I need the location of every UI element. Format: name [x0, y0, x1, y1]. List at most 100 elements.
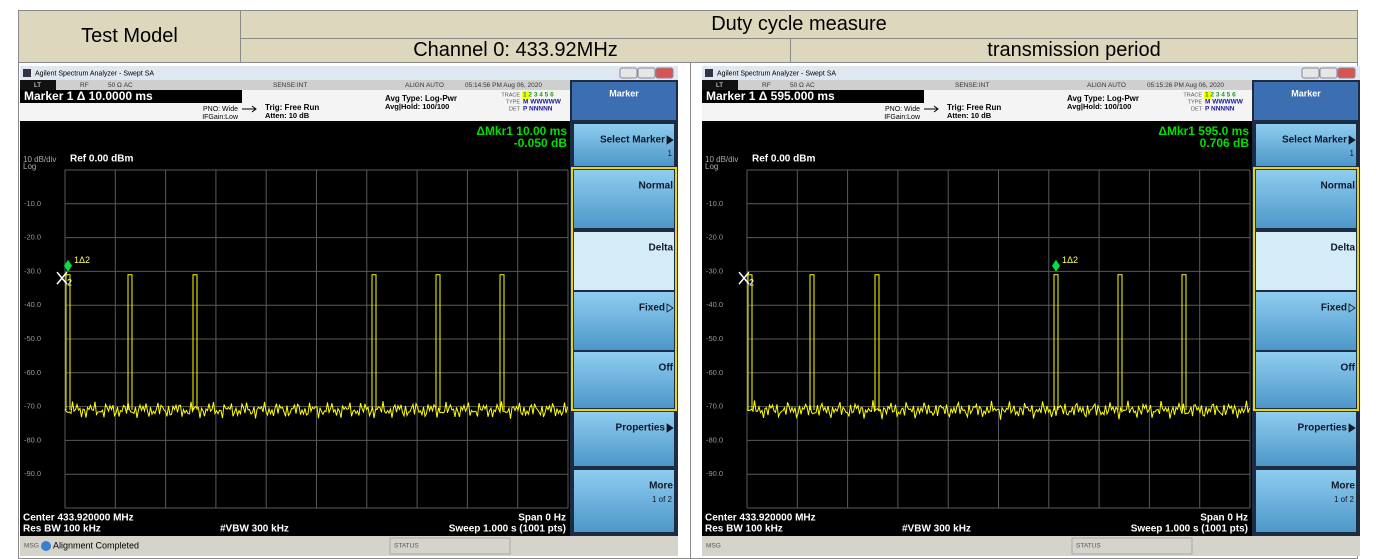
softkey-label: Select Marker [600, 135, 665, 146]
window-title: Agilent Spectrum Analyzer - Swept SA [35, 70, 154, 77]
res-bw: Res BW 100 kHz [23, 524, 101, 535]
softkey-label: More [649, 481, 673, 492]
header-text: Channel 0: 433.92MHz [413, 39, 618, 62]
window-button [1302, 68, 1319, 78]
page: {"header": {"test_model": "Test Model", … [0, 0, 1376, 559]
center-freq: Center 433.920000 MHz [23, 513, 134, 524]
softkey-sublabel: 1 of 2 [652, 495, 673, 504]
softkey [574, 292, 674, 350]
y-axis-label: -50.0 [24, 334, 41, 343]
softkey-label: Off [659, 363, 674, 374]
scale-type: Log [23, 162, 36, 171]
window-title: Agilent Spectrum Analyzer - Swept SA [717, 70, 836, 77]
softkey-label: Fixed [1321, 303, 1347, 314]
status-text: LT [716, 82, 723, 89]
y-axis-label: -80.0 [706, 435, 723, 444]
analyzer-screenshot: Agilent Spectrum Analyzer - Swept SA LT RF… [20, 66, 678, 556]
status-text: RF [80, 82, 89, 89]
sweep: Sweep 1.000 s (1001 pts) [449, 524, 566, 535]
status-text: 05:15:26 PM Aug 06, 2020 [1147, 82, 1224, 89]
y-axis-label: -30.0 [24, 266, 41, 275]
msg-text: Alignment Completed [53, 540, 139, 550]
analyzer-screenshot: Agilent Spectrum Analyzer - Swept SA LT RF… [702, 66, 1360, 556]
ref-level: Ref 0.00 dBm [752, 154, 815, 165]
span: Span 0 Hz [1200, 513, 1248, 524]
softkey-sublabel: 1 [1350, 149, 1355, 158]
trace-label: DET [1191, 106, 1203, 112]
period-cell: transmission period [790, 38, 1358, 63]
status-text: RF [762, 82, 771, 89]
setting-text: Avg|Hold: 100/100 [1067, 102, 1131, 111]
trace-value: 1 2 3 4 5 6 [1205, 92, 1236, 99]
status-text: SENSE:INT [273, 82, 307, 89]
y-axis-label: -60.0 [706, 368, 723, 377]
test-model-cell: Test Model [18, 10, 241, 63]
scale-type: Log [705, 162, 718, 171]
setting-text: PNO: Wide [203, 106, 238, 113]
app-icon [23, 69, 31, 77]
softkey-label: Select Marker [1282, 135, 1347, 146]
softkey [1256, 170, 1356, 228]
marker-label: 2 [67, 278, 72, 288]
delta-marker-value: 0.706 dB [1200, 136, 1250, 150]
softkey [574, 352, 674, 408]
status-label: STATUS [394, 543, 419, 550]
window-button [1320, 68, 1337, 78]
header-text: transmission period [987, 39, 1160, 62]
trace-value: M WWWWW [1205, 99, 1244, 106]
softkey [574, 412, 674, 466]
trace-label: TRACE [1183, 92, 1202, 98]
y-axis-label: -80.0 [24, 435, 41, 444]
y-axis-label: -40.0 [706, 300, 723, 309]
delta-marker-value: -0.050 dB [514, 136, 568, 150]
span: Span 0 Hz [518, 513, 566, 524]
y-axis-label: -10.0 [706, 199, 723, 208]
ref-level: Ref 0.00 dBm [70, 154, 133, 165]
status-text: 50 Ω AC [108, 82, 133, 89]
softkey-label: Off [1341, 363, 1356, 374]
header-text: Duty cycle measure [711, 13, 887, 36]
y-axis-label: -50.0 [706, 334, 723, 343]
marker-label: 1Δ2 [74, 255, 90, 265]
status-text: 05:14:56 PM Aug 06, 2020 [465, 82, 542, 89]
message-bar [702, 536, 1360, 556]
y-axis-label: -20.0 [706, 233, 723, 242]
y-axis-label: -30.0 [706, 266, 723, 275]
y-axis-label: -10.0 [24, 199, 41, 208]
trace-value: 1 2 3 4 5 6 [523, 92, 554, 99]
trace-value: P NNNNN [1205, 106, 1235, 113]
trace-label: TYPE [1188, 99, 1203, 105]
sweep: Sweep 1.000 s (1001 pts) [1131, 524, 1248, 535]
softkey-label: Properties [1298, 423, 1348, 434]
softkey-label: Delta [1331, 243, 1356, 254]
status-text: LT [34, 82, 41, 89]
y-axis-label: -90.0 [706, 469, 723, 478]
msg-label: MSG [706, 543, 721, 550]
setting-text: IFGain:Low [202, 114, 239, 121]
trace-value: P NNNNN [523, 106, 553, 113]
softkey-label: Fixed [639, 303, 665, 314]
channel-cell: Channel 0: 433.92MHz [240, 38, 791, 63]
marker-label: 1Δ2 [1062, 255, 1078, 265]
trace-label: DET [509, 106, 521, 112]
setting-text: PNO: Wide [885, 106, 920, 113]
softkey-label: More [1331, 481, 1355, 492]
softkey-label: Normal [639, 181, 674, 192]
trace-label: TRACE [501, 92, 520, 98]
y-axis-label: -40.0 [24, 300, 41, 309]
marker-readout: Marker 1 Δ 595.000 ms [706, 89, 835, 103]
marker-readout: Marker 1 Δ 10.0000 ms [24, 89, 153, 103]
softkey-title: Marker [609, 88, 639, 98]
status-text: ALIGN AUTO [1087, 82, 1126, 89]
setting-text: Avg|Hold: 100/100 [385, 102, 449, 111]
msg-label: MSG [24, 543, 39, 550]
setting-text: Atten: 10 dB [265, 111, 310, 120]
softkey [1256, 232, 1356, 290]
y-axis-label: -20.0 [24, 233, 41, 242]
app-icon [705, 69, 713, 77]
softkey-sublabel: 1 [668, 149, 673, 158]
res-bw: Res BW 100 kHz [705, 524, 783, 535]
window-button [1338, 68, 1355, 78]
softkey [574, 232, 674, 290]
status-text: ALIGN AUTO [405, 82, 444, 89]
